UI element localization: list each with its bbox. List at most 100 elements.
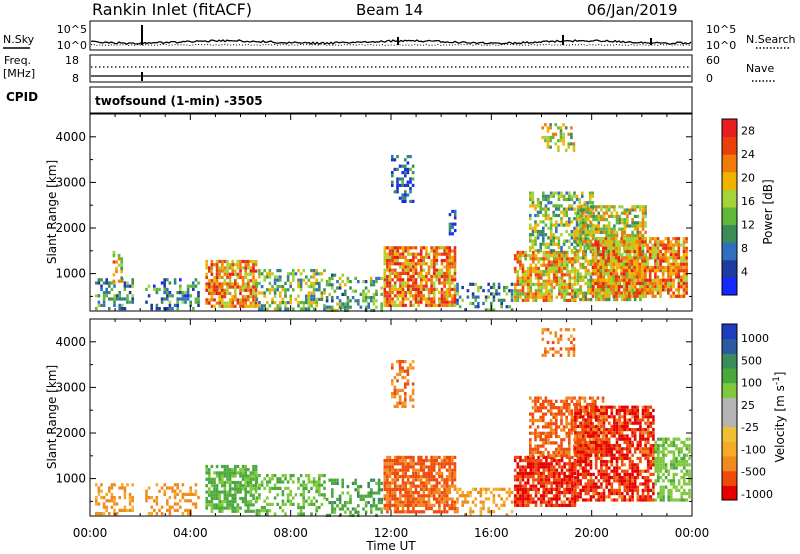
data-cell [550,254,553,258]
data-cell [307,477,311,481]
data-cell [641,278,644,282]
data-cell [544,197,548,202]
data-cell [600,227,603,231]
data-cell [615,259,618,263]
data-cell [565,491,569,495]
data-cell [555,295,559,299]
data-cell [552,428,555,432]
data-cell [664,237,668,241]
data-cell [409,291,413,295]
data-cell [344,292,347,296]
data-cell [279,477,282,481]
data-cell [581,441,584,445]
data-cell [623,262,627,266]
data-cell [604,294,608,298]
data-cell [105,278,108,282]
data-cell [448,232,452,236]
data-cell [552,475,556,479]
data-cell [289,297,292,301]
data-cell [393,491,397,495]
data-cell [236,275,240,280]
data-cell [570,415,574,419]
data-cell [591,201,594,205]
data-cell [571,497,574,501]
data-cell [466,490,470,495]
data-cell [401,199,404,203]
data-cell [669,281,673,286]
data-cell [558,260,561,264]
data-cell [168,508,172,512]
data-cell [396,177,399,181]
data-cell [419,275,423,279]
data-cell [158,307,161,311]
data-cell [401,255,405,259]
data-cell [249,288,253,292]
data-cell [560,286,564,290]
data-cell [438,465,441,469]
data-cell [551,135,555,140]
data-cell [547,197,550,202]
data-cell [602,246,605,250]
data-cell [570,194,574,198]
data-cell [451,209,454,213]
data-cell [661,265,665,270]
data-cell [583,412,587,416]
data-cell [628,234,632,238]
data-cell [596,265,600,270]
data-cell [231,266,234,270]
data-cell [448,259,452,263]
data-cell [422,465,426,469]
data-cell [422,500,426,504]
data-cell [639,205,642,209]
data-cell [545,503,548,507]
data-cell [607,214,611,218]
data-cell [435,271,439,275]
data-cell [672,256,675,260]
data-cell [236,272,240,276]
data-cell [430,484,433,488]
data-cell [648,278,652,282]
data-cell [625,246,629,250]
data-cell [659,265,662,270]
data-cell [534,434,537,439]
data-cell [271,285,274,289]
data-cell [236,509,240,513]
data-cell [231,506,234,510]
data-cell [620,218,624,222]
data-cell [427,503,431,507]
data-cell [228,468,232,472]
data-cell [425,459,428,463]
data-cell [495,289,498,293]
data-cell [445,303,449,307]
data-cell [453,300,457,304]
data-cell [158,489,161,493]
data-cell [576,275,580,279]
data-cell [623,291,627,295]
data-cell [584,275,588,279]
data-cell [685,249,688,254]
data-cell [117,279,121,283]
data-cell [545,266,548,270]
data-cell [281,285,285,289]
data-cell [560,455,564,459]
data-cell [414,262,418,266]
data-cell [231,480,234,485]
data-cell [252,291,255,296]
data-cell [550,260,553,264]
data-cell [578,438,581,442]
data-cell [526,273,530,277]
data-cell [399,468,402,472]
data-cell [244,493,247,497]
data-cell [192,492,195,496]
data-cell [432,478,436,482]
data-cell [445,300,449,304]
data-cell [391,497,394,501]
data-cell [404,190,407,194]
data-cell [223,474,227,478]
data-cell [427,294,431,298]
data-cell [542,220,545,224]
data-cell [513,292,517,296]
data-cell [249,480,253,485]
data-cell [526,462,530,466]
data-cell [279,275,282,279]
